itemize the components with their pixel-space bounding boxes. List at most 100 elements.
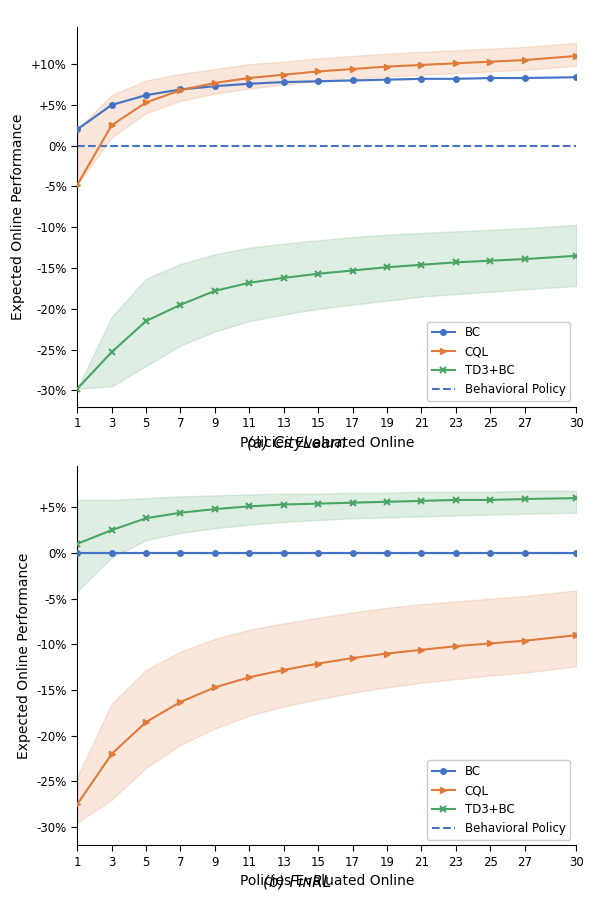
TD3+BC bbox=[486, 255, 494, 266]
CQL bbox=[74, 179, 81, 190]
Line: BC: BC bbox=[74, 550, 579, 556]
TD3+BC bbox=[486, 494, 494, 505]
CQL bbox=[573, 630, 580, 641]
CQL bbox=[418, 59, 425, 70]
BC bbox=[177, 547, 184, 558]
Line: CQL: CQL bbox=[74, 632, 580, 808]
TD3+BC bbox=[418, 495, 425, 506]
BC bbox=[108, 100, 115, 111]
BC bbox=[418, 73, 425, 84]
TD3+BC bbox=[315, 498, 322, 509]
TD3+BC bbox=[280, 272, 287, 283]
Line: TD3+BC: TD3+BC bbox=[74, 252, 580, 392]
BC bbox=[143, 90, 150, 101]
CQL bbox=[521, 635, 528, 646]
TD3+BC bbox=[383, 261, 390, 272]
CQL bbox=[486, 56, 494, 67]
CQL bbox=[349, 64, 356, 75]
CQL bbox=[108, 120, 115, 131]
BC bbox=[74, 547, 81, 558]
CQL bbox=[246, 672, 253, 683]
BC bbox=[383, 547, 390, 558]
CQL bbox=[452, 641, 459, 652]
CQL bbox=[177, 696, 184, 707]
BC bbox=[246, 547, 253, 558]
BC bbox=[349, 75, 356, 86]
CQL bbox=[418, 644, 425, 655]
TD3+BC bbox=[211, 285, 219, 296]
TD3+BC bbox=[143, 513, 150, 524]
BC bbox=[521, 72, 528, 83]
CQL bbox=[315, 658, 322, 669]
CQL bbox=[383, 61, 390, 72]
X-axis label: Policies Evaluated Online: Policies Evaluated Online bbox=[239, 875, 414, 888]
Text: (b) FinRL: (b) FinRL bbox=[263, 875, 331, 889]
Y-axis label: Expected Online Performance: Expected Online Performance bbox=[11, 114, 26, 320]
BC bbox=[280, 77, 287, 88]
CQL bbox=[246, 72, 253, 83]
TD3+BC bbox=[246, 277, 253, 288]
TD3+BC bbox=[573, 493, 580, 504]
BC bbox=[573, 71, 580, 82]
Behavioral Policy bbox=[56, 140, 64, 151]
TD3+BC bbox=[573, 250, 580, 261]
BC bbox=[315, 76, 322, 87]
BC bbox=[143, 547, 150, 558]
Line: TD3+BC: TD3+BC bbox=[74, 494, 580, 547]
BC bbox=[108, 547, 115, 558]
TD3+BC bbox=[349, 265, 356, 276]
BC bbox=[177, 84, 184, 95]
CQL bbox=[349, 653, 356, 664]
TD3+BC bbox=[349, 497, 356, 508]
CQL bbox=[211, 78, 219, 89]
BC bbox=[383, 74, 390, 85]
BC bbox=[280, 547, 287, 558]
TD3+BC bbox=[280, 499, 287, 510]
BC bbox=[246, 79, 253, 90]
TD3+BC bbox=[211, 504, 219, 515]
Behavioral Policy bbox=[56, 547, 64, 558]
BC bbox=[211, 80, 219, 91]
Behavioral Policy bbox=[74, 140, 81, 151]
CQL bbox=[383, 648, 390, 659]
BC bbox=[486, 72, 494, 83]
TD3+BC bbox=[108, 525, 115, 536]
CQL bbox=[211, 682, 219, 693]
Line: CQL: CQL bbox=[74, 52, 580, 188]
TD3+BC bbox=[177, 299, 184, 310]
Legend: BC, CQL, TD3+BC, Behavioral Policy: BC, CQL, TD3+BC, Behavioral Policy bbox=[427, 322, 570, 401]
CQL bbox=[280, 69, 287, 80]
TD3+BC bbox=[521, 253, 528, 264]
CQL bbox=[280, 664, 287, 675]
CQL bbox=[143, 97, 150, 108]
TD3+BC bbox=[315, 269, 322, 280]
CQL bbox=[108, 749, 115, 760]
TD3+BC bbox=[74, 383, 81, 394]
CQL bbox=[486, 638, 494, 649]
TD3+BC bbox=[418, 260, 425, 271]
BC bbox=[418, 547, 425, 558]
CQL bbox=[521, 55, 528, 66]
BC bbox=[573, 547, 580, 558]
BC bbox=[486, 547, 494, 558]
BC bbox=[74, 124, 81, 135]
Line: BC: BC bbox=[74, 74, 579, 133]
TD3+BC bbox=[74, 538, 81, 549]
CQL bbox=[74, 799, 81, 810]
BC bbox=[315, 547, 322, 558]
X-axis label: Policies Evaluated Online: Policies Evaluated Online bbox=[239, 436, 414, 450]
Behavioral Policy bbox=[74, 547, 81, 558]
CQL bbox=[315, 66, 322, 77]
Legend: BC, CQL, TD3+BC, Behavioral Policy: BC, CQL, TD3+BC, Behavioral Policy bbox=[427, 760, 570, 840]
BC bbox=[452, 547, 459, 558]
Text: (a) CityLearn: (a) CityLearn bbox=[247, 436, 347, 451]
TD3+BC bbox=[452, 257, 459, 268]
CQL bbox=[573, 50, 580, 61]
TD3+BC bbox=[108, 346, 115, 357]
TD3+BC bbox=[452, 494, 459, 505]
BC bbox=[521, 547, 528, 558]
CQL bbox=[452, 58, 459, 69]
BC bbox=[211, 547, 219, 558]
TD3+BC bbox=[246, 501, 253, 512]
CQL bbox=[143, 717, 150, 728]
